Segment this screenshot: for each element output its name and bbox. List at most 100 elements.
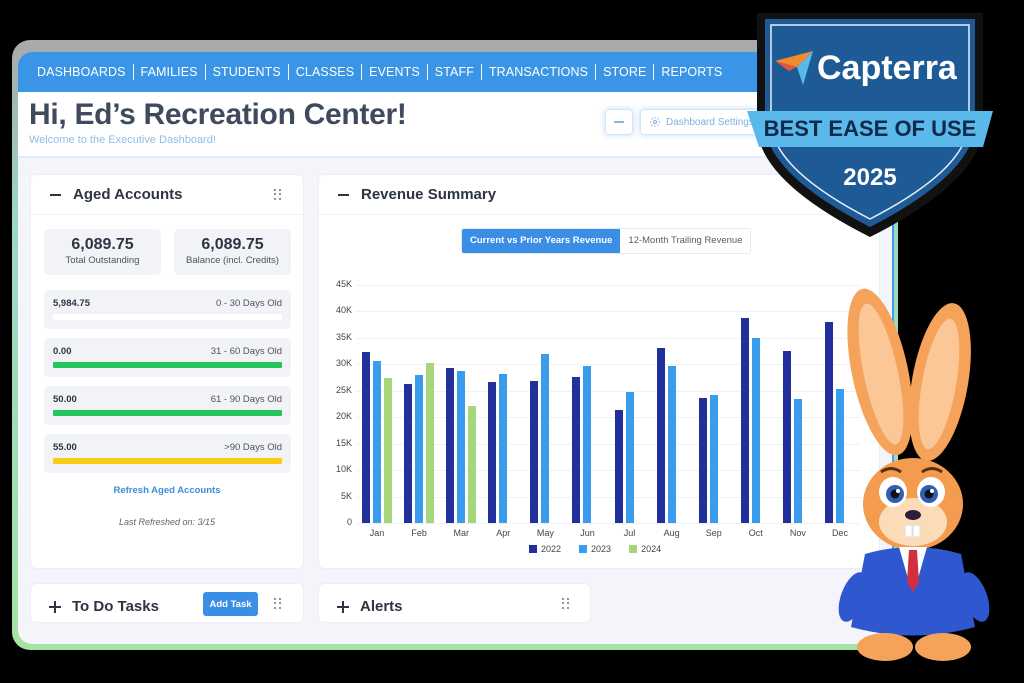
bar-group-dec: [824, 285, 844, 523]
grid-line: [356, 523, 861, 524]
bar-2023-aug[interactable]: [667, 365, 676, 523]
bar-2022-mar[interactable]: [446, 367, 455, 523]
nav-item-store[interactable]: STORE: [603, 65, 647, 79]
drag-handle-icon[interactable]: [562, 598, 570, 610]
bar-2023-may[interactable]: [541, 353, 550, 523]
tab-current-vs-prior[interactable]: Current vs Prior Years Revenue: [462, 229, 621, 253]
grid-line: [356, 285, 861, 286]
bar-2023-jun[interactable]: [583, 365, 592, 523]
bar-group-jun: [572, 285, 592, 523]
revenue-summary-title: Revenue Summary: [361, 186, 497, 203]
bar-2023-nov[interactable]: [793, 398, 802, 523]
nav-separator: [653, 64, 655, 80]
bar-2023-jul[interactable]: [625, 391, 634, 523]
bar-2022-nov[interactable]: [782, 350, 791, 523]
x-axis-tick: Oct: [748, 528, 763, 538]
aged-bucket-label: 0 - 30 Days Old: [216, 298, 282, 309]
drag-handle-icon[interactable]: [274, 598, 282, 610]
x-axis-tick: Apr: [496, 528, 511, 538]
x-axis-tick: Nov: [789, 528, 806, 538]
y-axis-tick: 25K: [335, 384, 352, 395]
balance-label: Balance (incl. Credits): [186, 255, 279, 266]
aged-accounts-title: Aged Accounts: [73, 186, 183, 203]
bar-2022-jun[interactable]: [572, 376, 581, 523]
bar-2024-feb[interactable]: [426, 362, 435, 523]
drag-handle-icon[interactable]: [274, 189, 282, 201]
aged-bucket-row: 0.00 31 - 60 Days Old: [44, 338, 291, 377]
nav-item-events[interactable]: EVENTS: [369, 65, 420, 79]
page-title: Hi, Ed’s Recreation Center!: [29, 98, 407, 131]
x-axis-tick: Jul: [623, 528, 636, 538]
aged-bucket-bar: [53, 314, 282, 320]
bar-2023-sep[interactable]: [709, 395, 718, 523]
badge-award: BEST EASE OF USE: [764, 116, 977, 141]
y-axis-tick: 5K: [340, 490, 352, 501]
bar-2022-sep[interactable]: [698, 397, 707, 523]
tab-12-month-trailing[interactable]: 12-Month Trailing Revenue: [620, 229, 751, 253]
bar-2022-jan[interactable]: [362, 351, 370, 523]
x-axis-tick: May: [536, 528, 554, 538]
bar-2022-feb[interactable]: [404, 383, 413, 523]
collapse-icon[interactable]: [50, 193, 61, 196]
bar-2022-may[interactable]: [530, 380, 539, 523]
bar-2023-apr[interactable]: [499, 373, 508, 523]
bar-2023-oct[interactable]: [751, 337, 760, 523]
bar-2022-aug[interactable]: [656, 347, 665, 523]
nav-separator: [287, 64, 289, 80]
bunny-mascot: [838, 288, 990, 661]
add-task-button[interactable]: Add Task: [203, 592, 258, 616]
bar-2022-apr[interactable]: [488, 381, 497, 523]
collapse-all-button[interactable]: [605, 109, 633, 135]
expand-icon[interactable]: [337, 600, 349, 613]
grid-line: [356, 390, 861, 392]
dashboard-settings-label: Dashboard Settings: [666, 116, 754, 128]
bar-2024-mar[interactable]: [468, 405, 477, 523]
legend-swatch: [529, 545, 537, 553]
x-axis-tick: Sep: [705, 528, 722, 538]
bar-2022-oct[interactable]: [740, 317, 749, 523]
revenue-bar-chart: 0 5K 10K 15K 20K 25K 30K 35K 40K 45K Jan Feb Mar Apr M…: [319, 265, 879, 565]
legend-label: 2022: [541, 544, 562, 554]
refresh-aged-accounts-link[interactable]: Refresh Aged Accounts: [113, 485, 221, 496]
x-axis-tick: Jun: [580, 528, 595, 538]
chart-legend: 2022 2023 2024: [529, 544, 661, 554]
bar-2023-mar[interactable]: [457, 370, 466, 523]
y-axis-tick: 40K: [335, 305, 352, 316]
bar-2023-jan[interactable]: [373, 361, 381, 523]
nav-item-staff[interactable]: STAFF: [434, 65, 474, 79]
y-axis-tick: 0: [346, 517, 352, 527]
alerts-card: Alerts: [318, 583, 591, 623]
nav-item-families[interactable]: FAMILIES: [140, 65, 198, 79]
bar-2023-dec[interactable]: [835, 389, 844, 523]
total-outstanding-label: Total Outstanding: [65, 255, 140, 266]
nav-item-dashboards[interactable]: DASHBOARDS: [37, 65, 126, 79]
nav-item-transactions[interactable]: TRANSACTIONS: [488, 65, 589, 79]
legend-label: 2024: [641, 544, 662, 554]
bar-group-mar: [446, 285, 477, 523]
legend-item-2022[interactable]: 2022: [529, 544, 561, 554]
aged-accounts-header: Aged Accounts: [31, 175, 303, 215]
bar-2023-feb[interactable]: [415, 375, 424, 523]
todo-tasks-card: To Do Tasks Add Task: [30, 583, 304, 623]
nav-separator: [595, 64, 597, 80]
bar-2024-jan[interactable]: [384, 377, 392, 523]
todo-tasks-title: To Do Tasks: [72, 598, 159, 615]
capterra-award-badge: Capterra BEST EASE OF USE 2025: [747, 13, 993, 237]
nav-item-reports[interactable]: REPORTS: [661, 65, 723, 79]
legend-item-2023[interactable]: 2023: [579, 544, 611, 554]
aged-bucket-row: 55.00 >90 Days Old: [44, 434, 291, 473]
badge-year: 2025: [843, 164, 896, 191]
nav-item-classes[interactable]: CLASSES: [295, 65, 355, 79]
aged-bucket-amount: 50.00: [53, 394, 77, 405]
nav-item-students[interactable]: STUDENTS: [212, 65, 281, 79]
aged-accounts-card: Aged Accounts 6,089.75 Total Outstanding…: [30, 174, 304, 569]
expand-icon[interactable]: [49, 600, 61, 613]
collapse-icon[interactable]: [338, 193, 349, 196]
bar-2022-dec[interactable]: [824, 321, 833, 523]
y-axis-tick: 15K: [335, 437, 352, 448]
x-axis-tick: Mar: [453, 528, 469, 538]
legend-item-2024[interactable]: 2024: [629, 544, 661, 554]
bar-2022-jul[interactable]: [614, 410, 623, 523]
aged-bucket-label: 61 - 90 Days Old: [210, 394, 282, 405]
page-subtitle: Welcome to the Executive Dashboard!: [29, 134, 216, 146]
